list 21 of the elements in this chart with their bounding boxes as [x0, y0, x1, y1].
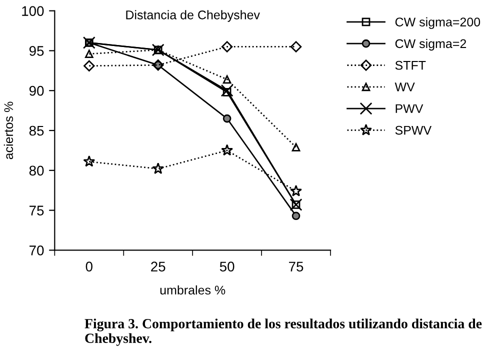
x-tick-label: 0 [86, 262, 92, 272]
legend-label: SPWV [395, 126, 432, 135]
chart-title: Distancia de Chebyshev [126, 10, 260, 22]
y-tick-label: 75 [30, 206, 44, 216]
legend-label: PWV [396, 104, 424, 113]
legend-label: WV [394, 82, 415, 92]
legend-label: CW sigma=2 [395, 38, 466, 51]
y-tick-label: 90 [29, 86, 44, 96]
y-tick-label: 80 [29, 166, 44, 176]
y-tick-label: 70 [30, 246, 44, 256]
text: Figura 3. Comportamiento de los resultados utilizando distancia de Chebyshev. [84, 318, 482, 346]
x-tick-label: 25 [151, 262, 166, 272]
legend-label: STFT [395, 60, 426, 70]
x-tick-label: 50 [220, 262, 234, 272]
y-tick-label: 85 [29, 126, 44, 136]
legend-label: CW sigma=200 [395, 17, 480, 29]
x-axis-title: umbrales % [160, 285, 226, 295]
y-tick-label: 100 [22, 6, 44, 16]
y-tick-label: 95 [29, 46, 44, 56]
y-axis-title: aciertos % [4, 102, 14, 160]
x-tick-label: 75 [289, 262, 304, 272]
